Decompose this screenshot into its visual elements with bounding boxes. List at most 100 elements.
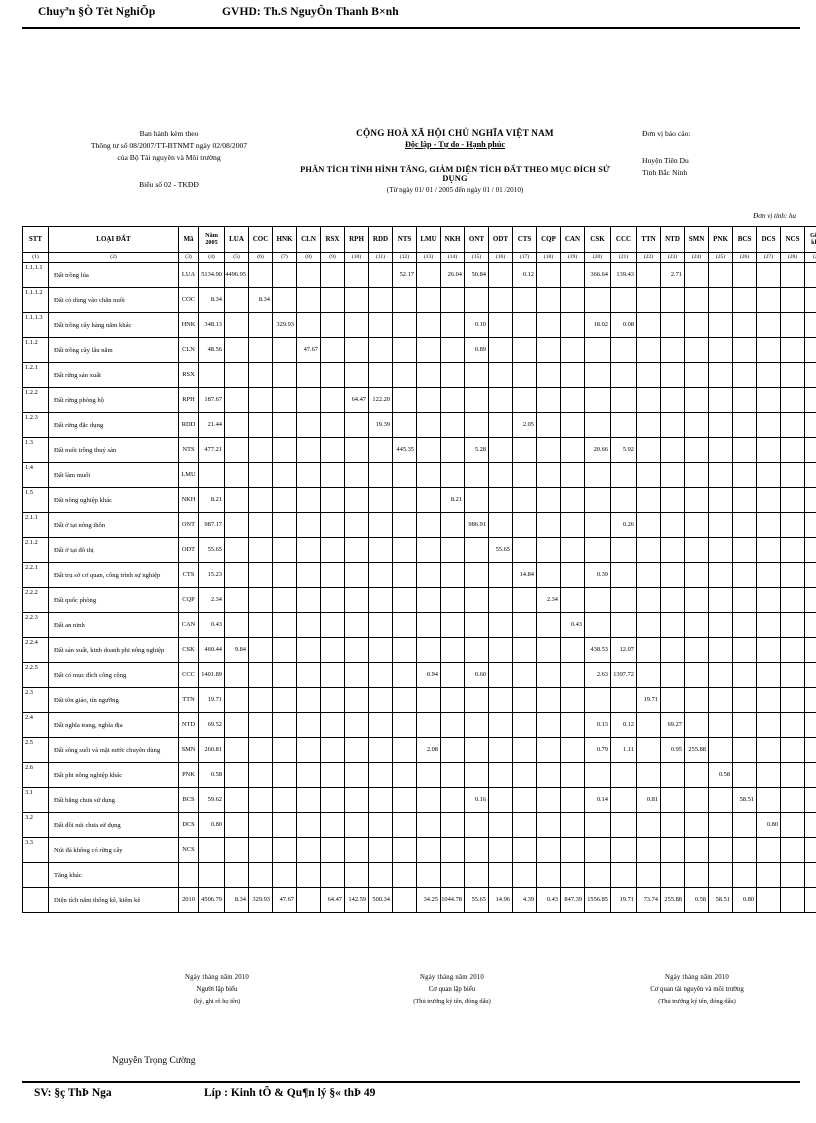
cell-value xyxy=(636,812,661,838)
cell-value xyxy=(660,312,685,338)
th-pnk: PNK xyxy=(708,226,733,253)
cell-value xyxy=(464,462,489,488)
cell-value xyxy=(512,737,537,763)
cell-value xyxy=(464,762,489,788)
cell-value xyxy=(464,612,489,638)
cell-value: 19.71 xyxy=(198,687,225,713)
cell-value xyxy=(660,437,685,463)
cell-value: 460.44 xyxy=(198,637,225,663)
cell-value xyxy=(512,662,537,688)
cell-value: 15.23 xyxy=(198,562,225,588)
colnum-21: (21) xyxy=(610,252,637,263)
cell-value xyxy=(636,412,661,438)
th-cqp: CQP xyxy=(536,226,561,253)
cell-value xyxy=(320,587,345,613)
cell-value xyxy=(392,812,417,838)
cell-value xyxy=(464,737,489,763)
cell-value xyxy=(610,612,637,638)
cell-value xyxy=(732,487,757,513)
cell-value xyxy=(660,687,685,713)
cell-value xyxy=(248,362,273,388)
cell-value xyxy=(804,537,816,563)
cell-value xyxy=(732,262,757,288)
cell-value xyxy=(368,612,393,638)
table-row: Tăng khác xyxy=(22,862,816,888)
cell-value xyxy=(636,262,661,288)
th-can: CAN xyxy=(560,226,585,253)
cell-value xyxy=(224,587,249,613)
cell-value xyxy=(708,387,733,413)
cell-value xyxy=(320,262,345,288)
cell-value xyxy=(708,512,733,538)
cell-value xyxy=(320,387,345,413)
cell-value xyxy=(636,612,661,638)
cell-value xyxy=(780,512,805,538)
cell-value xyxy=(536,487,561,513)
cell-value xyxy=(488,437,513,463)
cell-value: 26.04 xyxy=(440,262,465,288)
cell-value xyxy=(732,312,757,338)
cell-value: 64.47 xyxy=(320,887,345,913)
national-motto: Độc lập - Tự do - Hạnh phúc xyxy=(404,140,506,149)
cell-value xyxy=(272,787,297,813)
cell-value xyxy=(732,437,757,463)
cell-value xyxy=(224,337,249,363)
cell-value xyxy=(344,537,369,563)
cell-value xyxy=(320,337,345,363)
cell-value xyxy=(392,662,417,688)
cell-value xyxy=(684,437,709,463)
table-row: 1.1.2 Đất trồng cây lâu năm CLN 48.56 47.67 0… xyxy=(22,337,816,363)
cell-value: 142.59 xyxy=(344,887,369,913)
cell-value xyxy=(296,737,321,763)
cell-value xyxy=(804,437,816,463)
cell-value xyxy=(512,862,537,888)
cell-stt xyxy=(22,887,49,913)
colnum-28: (28) xyxy=(780,252,805,263)
cell-land-type-name: Đất có mục đích công cộng xyxy=(48,662,179,688)
cell-value xyxy=(344,712,369,738)
cell-value: 4506.79 xyxy=(198,887,225,913)
cell-value: 0.26 xyxy=(610,512,637,538)
cell-value xyxy=(536,337,561,363)
cell-value xyxy=(560,587,585,613)
column-number-row: (1) (2) (3) (4) (5) (6) (7) (8) (9) (10)… xyxy=(22,252,816,263)
cell-value xyxy=(368,862,393,888)
cell-value xyxy=(320,412,345,438)
signer-name: Nguyễn Trọng Cường xyxy=(112,1056,196,1066)
cell-value xyxy=(368,537,393,563)
cell-value xyxy=(512,487,537,513)
table-row: 3.2 Đất đồi núi chưa sử dụng DCS 0.80 0.80 xyxy=(22,812,816,838)
colnum-25: (25) xyxy=(708,252,733,263)
cell-value xyxy=(708,487,733,513)
cell-value: 5134.90 xyxy=(198,262,225,288)
cell-value: 0.79 xyxy=(584,737,611,763)
signature-block-preparer: Ngày tháng năm 2010 Người lập biểu (ký, … xyxy=(102,972,332,1007)
cell-value xyxy=(536,787,561,813)
cell-value xyxy=(536,737,561,763)
cell-value xyxy=(296,687,321,713)
cell-value xyxy=(756,587,781,613)
cell-value xyxy=(272,612,297,638)
running-header-left: Chuyªn §Ò Tèt NghiÕp xyxy=(38,6,156,18)
cell-value: 0.58 xyxy=(708,762,733,788)
cell-land-code: NTD xyxy=(178,712,199,738)
cell-land-type-name: Đất ở tại đô thị xyxy=(48,537,179,563)
cell-value xyxy=(512,787,537,813)
cell-value xyxy=(488,462,513,488)
cell-value: 73.74 xyxy=(636,887,661,913)
cell-value xyxy=(708,862,733,888)
cell-value xyxy=(320,487,345,513)
cell-land-code: DCS xyxy=(178,812,199,838)
cell-value xyxy=(804,762,816,788)
cell-value xyxy=(464,362,489,388)
cell-value xyxy=(248,587,273,613)
cell-value xyxy=(584,612,611,638)
cell-value xyxy=(636,837,661,863)
table-row: 2.2.4 Đất sản xuất, kinh doanh phi nông n… xyxy=(22,637,816,663)
cell-land-type-name: Tăng khác xyxy=(48,862,179,888)
cell-value xyxy=(224,287,249,313)
cell-value: 69.27 xyxy=(660,712,685,738)
cell-value xyxy=(344,262,369,288)
cell-value xyxy=(344,862,369,888)
cell-value xyxy=(248,787,273,813)
